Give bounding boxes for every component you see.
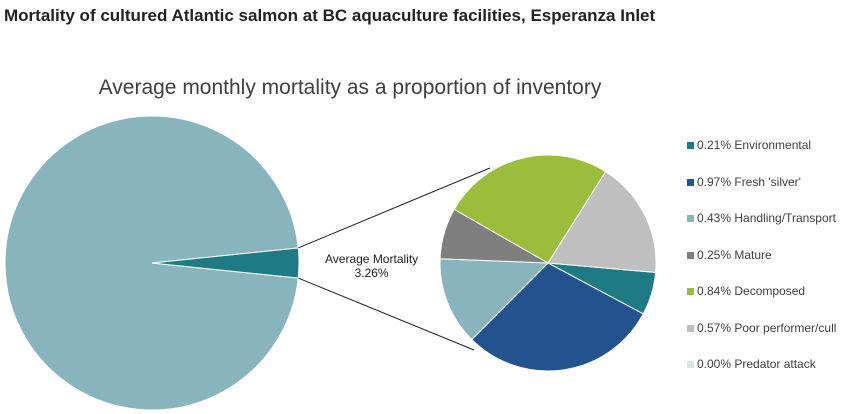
slice-handling-transport bbox=[439, 258, 550, 341]
chart-subtitle: Average monthly mortality as a proportio… bbox=[98, 76, 602, 99]
legend-label: 0.00% Predator attack bbox=[697, 357, 816, 371]
average-label: Average Mortality bbox=[325, 252, 419, 266]
main-pie-remainder-slice bbox=[4, 115, 299, 411]
legend-item: 0.97% Fresh 'silver' bbox=[687, 175, 836, 212]
legend-label: 0.43% Handling/Transport bbox=[697, 211, 836, 225]
legend-swatch bbox=[687, 324, 694, 332]
legend-item: 0.00% Predator attack bbox=[687, 357, 836, 394]
legend-label: 0.97% Fresh 'silver' bbox=[697, 174, 801, 189]
legend-swatch bbox=[687, 215, 694, 222]
legend-swatch bbox=[687, 251, 694, 259]
legend-label: 0.84% Decomposed bbox=[697, 284, 806, 298]
slice-fresh-silver- bbox=[471, 262, 644, 372]
legend-label: 0.21% Environmental bbox=[697, 138, 812, 152]
legend-swatch bbox=[687, 361, 694, 368]
legend-label: 0.57% Poor performer/cull bbox=[697, 320, 837, 335]
legend-swatch bbox=[687, 288, 694, 295]
legend-item: 0.43% Handling/Transport bbox=[687, 211, 836, 248]
chart-title: Mortality of cultured Atlantic salmon at… bbox=[4, 6, 656, 25]
legend-item: 0.84% Decomposed bbox=[687, 284, 836, 321]
average-value: 3.26% bbox=[354, 266, 389, 280]
slice-decomposed bbox=[453, 154, 607, 264]
connector-line bbox=[298, 167, 491, 249]
legend-item: 0.25% Mature bbox=[687, 248, 836, 285]
legend-swatch bbox=[687, 142, 694, 149]
legend-label: 0.25% Mature bbox=[697, 247, 772, 262]
average-mortality-label: Average Mortality 3.26% bbox=[325, 252, 418, 280]
slice-poor-performer-cull bbox=[547, 170, 657, 273]
main-pie-average-slice bbox=[151, 247, 300, 279]
legend-item: 0.21% Environmental bbox=[687, 138, 836, 175]
connector-line bbox=[298, 277, 475, 351]
legend-swatch bbox=[687, 178, 694, 186]
legend: 0.21% Environmental 0.97% Fresh 'silver' 0… bbox=[687, 138, 836, 394]
legend-item: 0.57% Poor performer/cull bbox=[687, 321, 836, 358]
